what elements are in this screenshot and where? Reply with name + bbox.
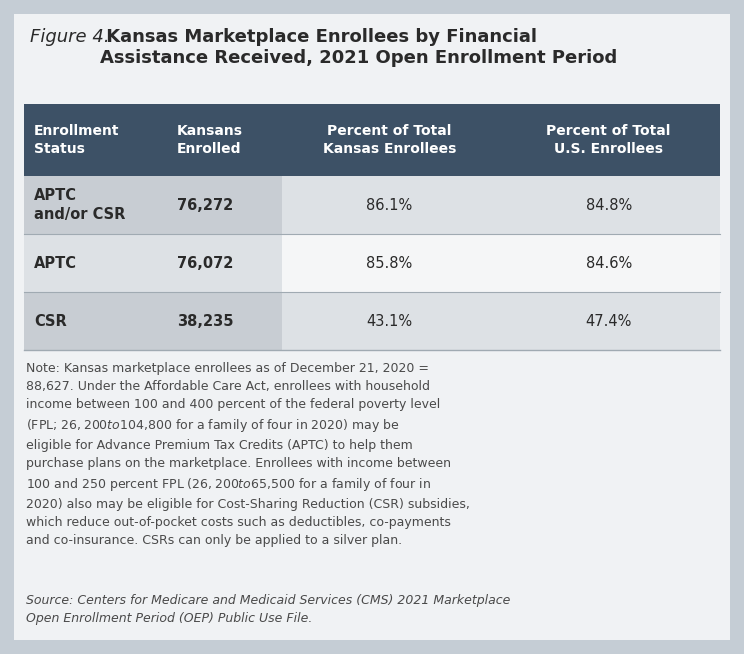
Text: 43.1%: 43.1% — [366, 313, 412, 328]
Text: CSR: CSR — [34, 313, 67, 328]
Text: 76,072: 76,072 — [176, 256, 233, 271]
Text: 47.4%: 47.4% — [586, 313, 632, 328]
Text: Kansans
Enrolled: Kansans Enrolled — [176, 124, 243, 156]
Text: Figure 4.: Figure 4. — [30, 28, 109, 46]
FancyBboxPatch shape — [14, 14, 730, 640]
Text: 76,272: 76,272 — [176, 198, 233, 213]
FancyBboxPatch shape — [167, 234, 281, 292]
Text: 84.6%: 84.6% — [586, 256, 632, 271]
Text: 86.1%: 86.1% — [366, 198, 412, 213]
Text: 85.8%: 85.8% — [366, 256, 412, 271]
Text: 38,235: 38,235 — [176, 313, 233, 328]
FancyBboxPatch shape — [167, 292, 281, 350]
Text: Percent of Total
U.S. Enrollees: Percent of Total U.S. Enrollees — [546, 124, 671, 156]
FancyBboxPatch shape — [24, 292, 720, 350]
FancyBboxPatch shape — [24, 292, 167, 350]
FancyBboxPatch shape — [167, 176, 281, 234]
Text: Source: Centers for Medicare and Medicaid Services (CMS) 2021 Marketplace
Open E: Source: Centers for Medicare and Medicai… — [26, 594, 510, 625]
Text: Enrollment
Status: Enrollment Status — [34, 124, 120, 156]
Text: Note: Kansas marketplace enrollees as of December 21, 2020 =
88,627. Under the A: Note: Kansas marketplace enrollees as of… — [26, 362, 470, 547]
Text: 84.8%: 84.8% — [586, 198, 632, 213]
FancyBboxPatch shape — [24, 104, 720, 176]
FancyBboxPatch shape — [24, 234, 720, 292]
Text: APTC
and/or CSR: APTC and/or CSR — [34, 188, 126, 222]
FancyBboxPatch shape — [24, 176, 720, 234]
Text: Percent of Total
Kansas Enrollees: Percent of Total Kansas Enrollees — [323, 124, 456, 156]
Text: Kansas Marketplace Enrollees by Financial
Assistance Received, 2021 Open Enrollm: Kansas Marketplace Enrollees by Financia… — [100, 28, 618, 67]
FancyBboxPatch shape — [24, 176, 167, 234]
Text: APTC: APTC — [34, 256, 77, 271]
FancyBboxPatch shape — [24, 234, 167, 292]
